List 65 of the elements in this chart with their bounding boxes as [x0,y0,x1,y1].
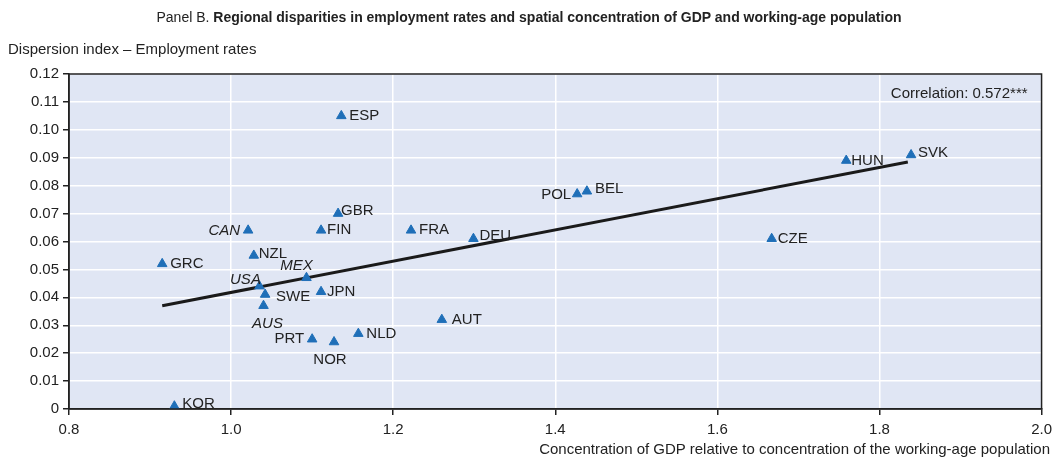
annotation: NOR [313,350,347,368]
point [581,185,593,195]
y-tick-label: 0.05 [29,259,59,277]
point [248,249,260,259]
y-tick-label: 0.07 [29,203,59,221]
point [156,257,168,268]
point [905,148,917,159]
point [315,285,327,295]
point [328,336,340,346]
annotation: CAN [208,220,241,238]
point [259,288,271,298]
annotation: NLD [366,323,397,341]
x-tick-label: 1.0 [220,420,242,438]
y-axis-title: Dispersion index – Employment rates [8,40,257,57]
y-tick-label: 0 [50,399,59,417]
point [571,188,583,198]
x-tick-label: 0.8 [58,420,80,438]
annotation: KOR [182,394,216,412]
x-axis-title: Concentration of GDP relative to concentration of the working-age population [539,440,1050,457]
y-tick-label: 0.10 [29,119,59,137]
annotation: SVK [918,143,949,161]
point [258,299,269,309]
y-tick-label: 0.12 [29,64,59,82]
x-tick-label: 2.0 [1031,420,1052,438]
y-tick-label: 0.08 [29,175,59,193]
point [336,109,347,120]
point [242,224,254,234]
annotation: HUN [851,150,884,168]
annotation: AUT [451,309,482,327]
point [301,271,312,282]
annotation: POL [541,185,572,203]
annotation: GBR [341,200,374,218]
y-tick-label: 0.04 [29,287,59,305]
chart-title: Panel B. Regional disparities in employment rates and spatial concentration of GDP and working-age population [156,9,902,25]
annotation: PRT [274,329,305,347]
point [436,313,448,323]
annotation: AUS [251,313,283,331]
y-tick-label: 0.01 [29,371,59,389]
x-tick-label: 1.6 [706,420,728,438]
annotation: Correlation: 0.572*** [890,84,1028,102]
annotation: FIN [327,220,352,238]
point [315,224,327,234]
point [405,224,417,234]
x-tick-label: 1.4 [544,420,566,438]
annotation: DEU [479,225,512,243]
point [306,333,318,343]
annotation: CZE [777,228,808,246]
x-tick-label: 1.2 [382,420,404,438]
point [766,232,777,242]
annotation: FRA [419,220,450,238]
annotation: BEL [594,179,624,197]
y-tick-label: 0.02 [29,343,59,361]
y-tick-label: 0.09 [29,147,59,165]
y-tick-label: 0.11 [30,92,59,110]
point [840,154,852,164]
point [353,327,364,337]
point [468,232,479,242]
y-tick-label: 0.03 [29,315,59,333]
annotation: JPN [327,281,356,299]
annotation: SWE [276,286,311,304]
annotation: GRC [170,253,204,271]
x-tick-label: 1.8 [869,420,890,438]
annotation: ESP [349,106,380,124]
y-tick-label: 0.06 [29,231,59,249]
annotation: USA [230,270,261,288]
